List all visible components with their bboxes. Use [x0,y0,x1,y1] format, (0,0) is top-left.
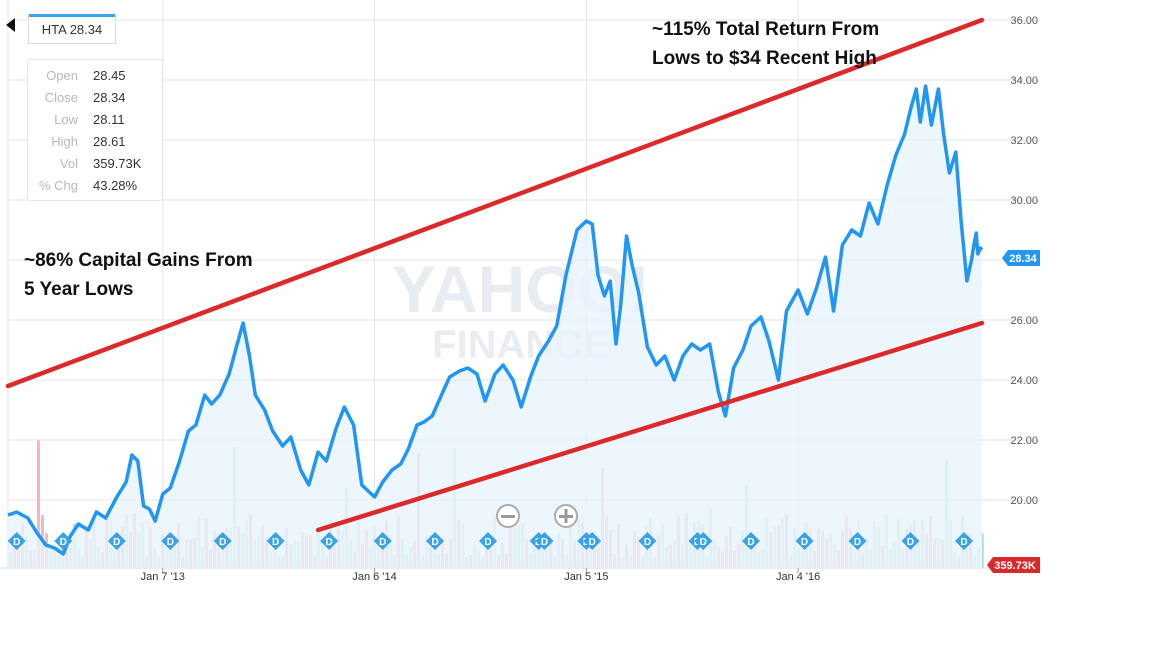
quote-panel: Open 28.45 Close 28.34 Low 28.11 High 28.61 … [27,59,163,201]
zoom-in-button[interactable] [554,504,578,528]
dividend-label: D [589,537,596,548]
dividend-marker [426,532,445,550]
dividend-markers: DDDDDDDDDDDDDDDDDDDDDD [7,532,973,550]
dividend-label: D [326,537,333,548]
quote-close-row: Close 28.34 [28,86,162,108]
quote-close-value: 28.34 [93,89,126,105]
quote-high-row: High 28.61 [28,130,162,152]
dividend-label: D [484,537,491,548]
dividend-marker [742,532,761,550]
trendlines [5,17,985,533]
back-arrow-icon[interactable] [6,18,15,32]
dividend-marker [694,532,713,550]
dividend-label: D [960,537,967,548]
ticker-tab[interactable]: HTA 28.34 [28,14,116,44]
zoom-out-button[interactable] [496,504,520,528]
dividend-marker [373,532,392,550]
quote-open-value: 28.45 [93,67,126,83]
dividend-marker [7,532,26,550]
annotation-capital-gains-line2: 5 Year Lows [24,279,134,300]
dividend-label: D [272,537,279,548]
dividend-label: D [113,537,120,548]
volume-bar [37,440,40,568]
annotation-capital-gains: ~86% Capital Gains From 5 Year Lows [24,246,253,304]
quote-low-value: 28.11 [93,111,125,127]
dividend-label: D [700,537,707,548]
dividend-marker [583,532,602,550]
annotation-total-return: ~115% Total Return From Lows to $34 Rece… [652,15,879,73]
trendline [315,320,985,533]
quote-low-row: Low 28.11 [28,108,162,130]
x-axis-ticks: Jan 7 '13 Jan 6 '14 Jan 5 '15 Jan 4 '16 [141,568,820,583]
quote-close-label: Close [44,89,78,105]
dividend-label: D [801,537,808,548]
y-tick-label: 34.00 [1010,75,1038,87]
dividend-marker [954,532,973,550]
price-badge-shape [1002,250,1040,266]
dividend-label: D [854,537,861,548]
quote-high-value: 28.61 [93,133,126,149]
dividend-label: D [219,537,226,548]
dividend-label: D [167,537,174,548]
dividend-marker [161,532,180,550]
dividend-marker [107,532,126,550]
trendline [5,17,985,389]
dividend-label: D [541,537,548,548]
quote-chg-value: 43.28% [93,177,138,193]
quote-open-label: Open [46,67,78,83]
x-tick-label: Jan 4 '16 [776,571,820,583]
dividend-marker [638,532,657,550]
quote-chg-label: % Chg [38,177,78,193]
ticker-tab-label: HTA 28.34 [41,21,103,37]
quote-vol-label: Vol [59,155,78,171]
volume-badge: 359.73K [987,557,1040,573]
minus-glyph [501,515,515,518]
volume-badge-label: 359.73K [994,560,1036,572]
dividend-label: D [747,537,754,548]
y-tick-label: 20.00 [1010,495,1038,507]
price-area-fill [8,86,982,568]
annotation-total-return-line1: ~115% Total Return From [652,19,880,40]
dividend-marker [795,532,814,550]
dividend-marker [320,532,339,550]
x-tick-label: Jan 5 '15 [564,571,608,583]
x-tick-label: Jan 6 '14 [352,571,396,583]
dividend-marker [266,532,285,550]
dividend-label: D [907,537,914,548]
quote-high-label: High [51,133,78,149]
y-tick-label: 32.00 [1010,135,1038,147]
plus-glyph-v [564,509,568,523]
quote-low-label: Low [54,111,78,127]
dividend-marker [848,532,867,550]
dividend-label: D [431,537,438,548]
price-badge-label: 28.34 [1009,253,1037,265]
quote-chg-row: % Chg 43.28% [28,174,162,196]
price-badge: 28.34 [1002,250,1040,266]
dividend-marker [213,532,232,550]
y-tick-label: 24.00 [1010,375,1038,387]
dividend-label: D [13,537,20,548]
dividend-label: D [379,537,386,548]
dividend-label: D [60,537,67,548]
y-tick-label: 36.00 [1010,15,1038,27]
dividend-marker [479,532,498,550]
dividend-marker [901,532,920,550]
quote-open-row: Open 28.45 [28,64,162,86]
y-tick-label: 30.00 [1010,195,1038,207]
annotation-capital-gains-line1: ~86% Capital Gains From [24,250,253,271]
quote-vol-value: 359.73K [93,155,142,171]
dividend-label: D [644,537,651,548]
annotation-total-return-line2: Lows to $34 Recent High [652,48,877,69]
y-tick-label: 22.00 [1010,435,1038,447]
y-tick-label: 26.00 [1010,315,1038,327]
quote-vol-row: Vol 359.73K [28,152,162,174]
dividend-marker [535,532,554,550]
volume-bar [981,533,984,568]
x-tick-label: Jan 7 '13 [141,571,185,583]
volume-badge-shape [987,557,1040,573]
dividend-marker [54,532,73,550]
price-line [7,84,984,556]
y-axis-ticks: 20.0022.0024.0026.0028.0030.0032.0034.00… [1010,15,1038,507]
